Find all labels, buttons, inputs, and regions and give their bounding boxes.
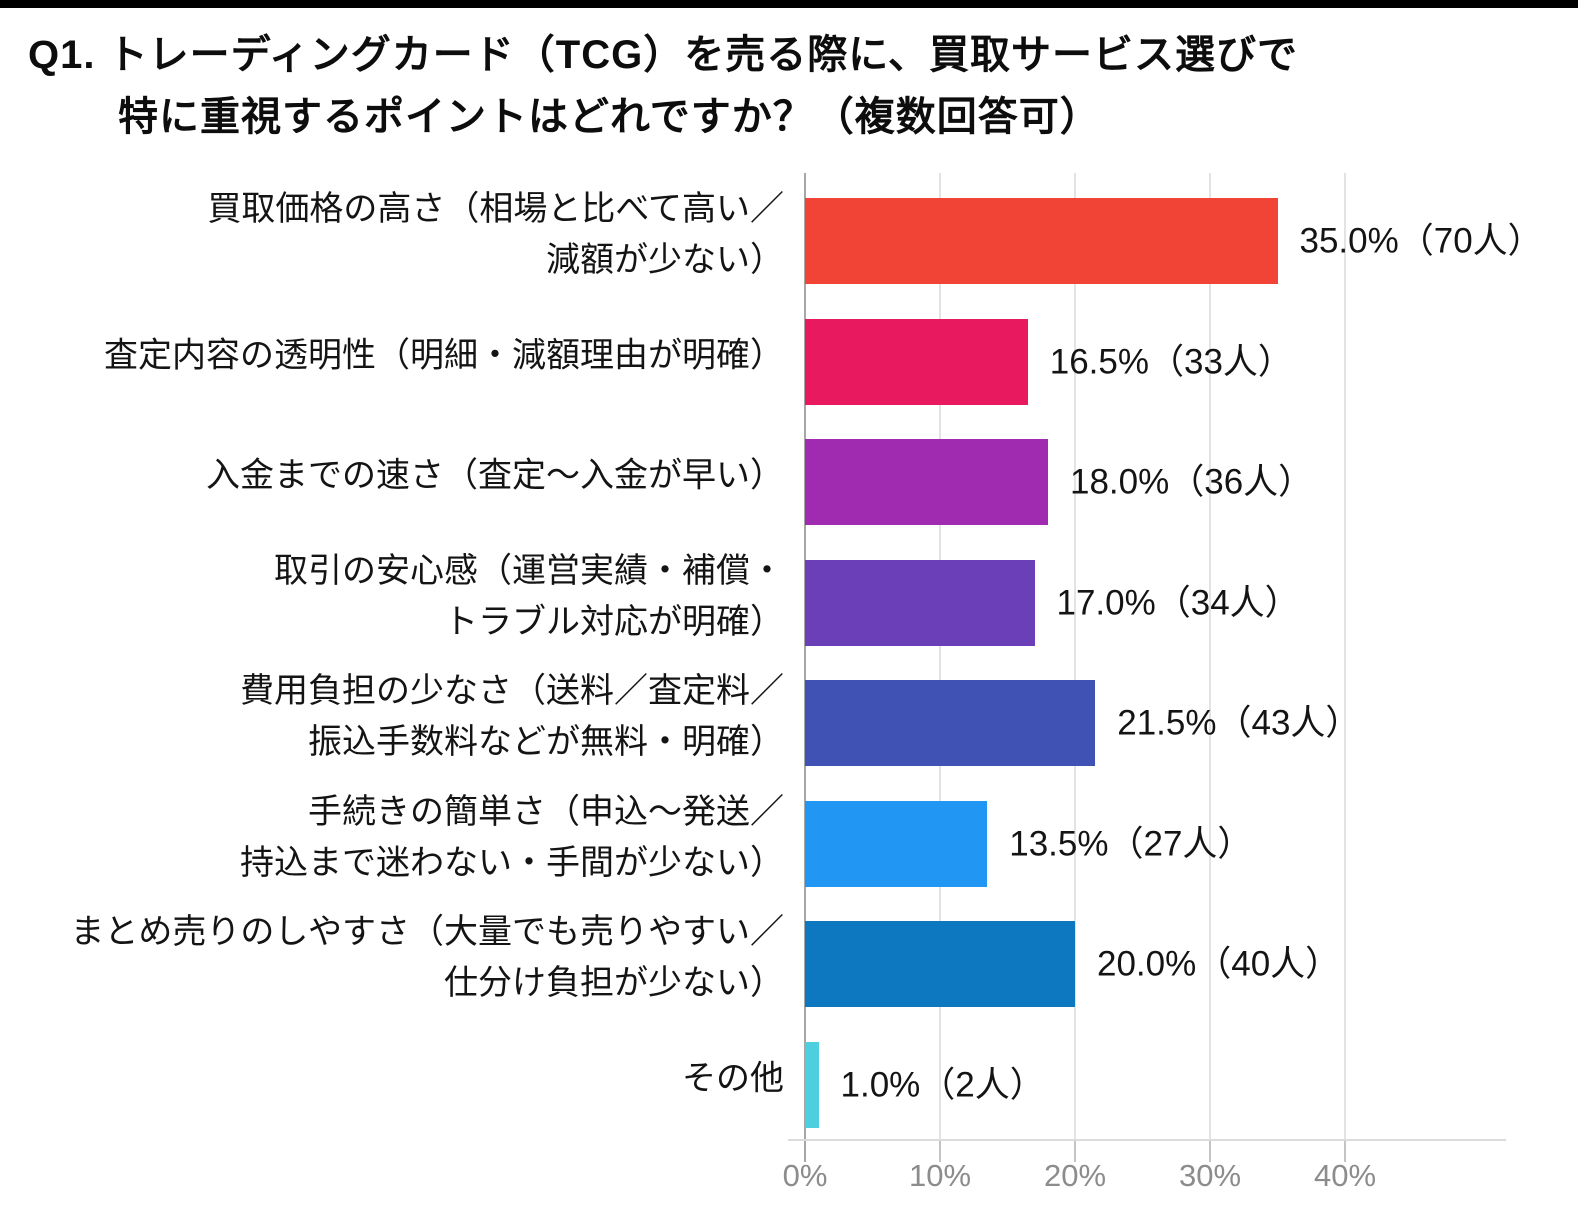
value-label-6: 13.5%（27人）: [1009, 824, 1253, 864]
category-label-4: 取引の安心感（運営実績・補償・トラブル対応が明確）: [0, 546, 784, 648]
category-label-5-line2: 振込手数料などが無料・明確）: [308, 723, 784, 762]
category-label-4-line1: 取引の安心感（運営実績・補償・: [274, 551, 784, 590]
category-label-8: その他: [0, 1053, 784, 1104]
bar-2: [805, 318, 1028, 405]
category-label-2-line1: 査定内容の透明性（明細・減額理由が明確）: [104, 336, 784, 375]
category-label-1: 買取価格の高さ（相場と比べて高い／ 減額が少ない）: [0, 184, 784, 286]
bar-4: [805, 559, 1035, 646]
category-label-3-line1: 入金までの速さ（査定～入金が早い）: [206, 456, 784, 495]
x-tick-label-0: 0%: [782, 1158, 828, 1193]
x-tick-label-30: 30%: [1178, 1158, 1242, 1193]
top-border-line: [0, 0, 1578, 8]
x-tick-label-20: 20%: [1043, 1158, 1107, 1193]
bar-1: [805, 198, 1278, 284]
value-label-3: 18.0%（36人）: [1070, 462, 1314, 502]
chart-title-line1: Q1. トレーディングカード（TCG）を売る際に、買取サービス選びで: [28, 33, 1299, 77]
value-label-7: 20.0%（40人）: [1097, 944, 1341, 984]
category-label-6-line2: 持込まで迷わない・手間が少ない）: [240, 843, 784, 882]
tick-mark-20: [1074, 1140, 1076, 1162]
chart-title-line2: 特に重視するポイントはどれですか？（複数回答可）: [118, 95, 1101, 139]
category-label-2: 査定内容の透明性（明細・減額理由が明確）: [0, 330, 784, 381]
category-label-5-line1: 費用負担の少なさ（送料／査定料／: [240, 672, 784, 711]
gridline-20: [1074, 173, 1076, 1140]
category-label-3: 入金までの速さ（査定～入金が早い）: [0, 451, 784, 502]
category-label-7-line1: まとめ売りのしやすさ（大量でも売りやすい／: [70, 913, 784, 952]
gridline-axis-0: [804, 173, 806, 1162]
category-label-5: 費用負担の少なさ（送料／査定料／ 振込手数料などが無料・明確）: [0, 666, 784, 768]
category-label-7-line2: 仕分け負担が少ない）: [444, 964, 784, 1003]
x-tick-label-10: 10%: [908, 1158, 972, 1193]
tick-mark-40: [1344, 1140, 1346, 1162]
category-label-4-line2: トラブル対応が明確）: [444, 602, 784, 641]
value-label-2: 16.5%（33人）: [1049, 342, 1293, 382]
bar-7: [805, 921, 1075, 1008]
x-axis-line: [788, 1139, 1506, 1141]
value-label-1: 35.0%（70人）: [1299, 221, 1543, 261]
tick-mark-30: [1209, 1140, 1211, 1162]
bar-6: [805, 800, 988, 887]
category-label-6: 手続きの簡単さ（申込～発送／ 持込まで迷わない・手間が少ない）: [0, 787, 784, 889]
bar-5: [805, 680, 1096, 767]
chart-title: Q1. トレーディングカード（TCG）を売る際に、買取サービス選びで 特に重視す…: [28, 24, 1558, 148]
gridline-10: [939, 173, 941, 1140]
category-label-1-line1: 買取価格の高さ（相場と比べて高い／: [207, 190, 784, 228]
value-label-8: 1.0%（2人）: [840, 1065, 1045, 1105]
value-label-4: 17.0%（34人）: [1056, 583, 1300, 623]
gridline-30: [1209, 173, 1211, 1140]
value-label-5: 21.5%（43人）: [1117, 703, 1361, 743]
category-label-8-line1: その他: [682, 1059, 784, 1098]
category-label-7: まとめ売りのしやすさ（大量でも売りやすい／ 仕分け負担が少ない）: [0, 907, 784, 1009]
bar-8: [805, 1041, 819, 1128]
x-tick-label-40: 40%: [1313, 1158, 1377, 1193]
category-label-1-line2: 減額が少ない）: [546, 241, 784, 279]
tick-mark-10: [939, 1140, 941, 1162]
gridline-40: [1344, 173, 1346, 1140]
bar-3: [805, 439, 1048, 526]
category-label-6-line1: 手続きの簡単さ（申込～発送／: [308, 792, 784, 831]
